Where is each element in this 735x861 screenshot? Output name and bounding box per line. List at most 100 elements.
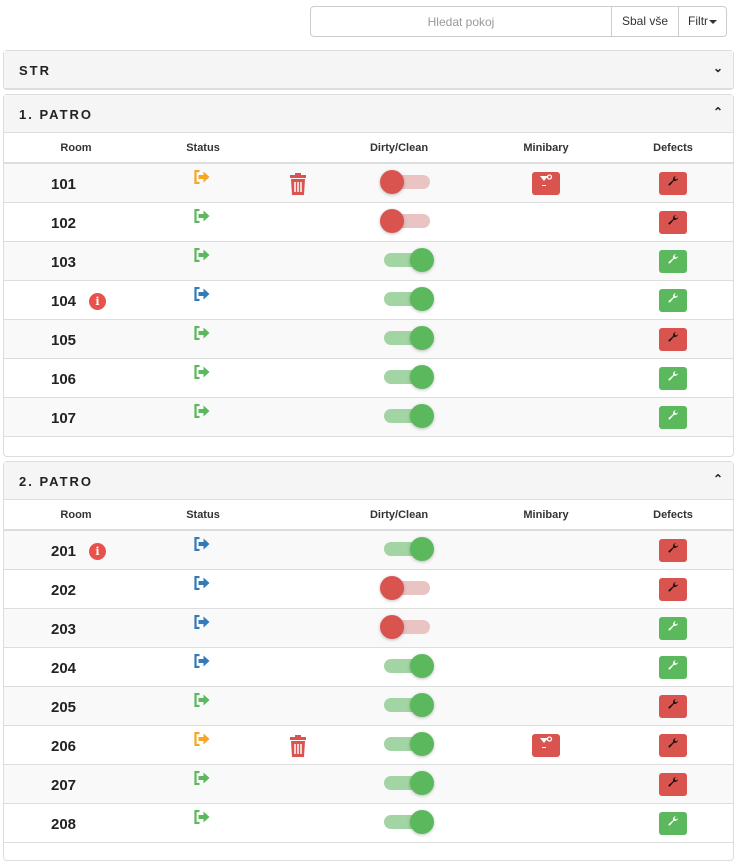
dirty-clean-toggle[interactable]: [380, 574, 430, 602]
defects-button[interactable]: [659, 367, 687, 390]
dirty-clean-toggle[interactable]: [384, 652, 434, 680]
wrench-icon: [667, 410, 679, 424]
section-header[interactable]: STR ⌄: [4, 51, 733, 89]
status-exit-icon[interactable]: [194, 403, 211, 422]
col-minibar: Minibary: [523, 509, 569, 521]
status-exit-icon[interactable]: [194, 169, 211, 188]
col-defects: Defects: [653, 142, 693, 154]
status-exit-icon[interactable]: [194, 575, 211, 594]
col-room: Room: [60, 509, 92, 521]
defects-button[interactable]: [659, 695, 687, 718]
table-row[interactable]: 104 i: [4, 281, 733, 320]
table-row[interactable]: 202: [4, 570, 733, 609]
table-row[interactable]: 203: [4, 609, 733, 648]
dirty-clean-toggle[interactable]: [384, 730, 434, 758]
status-exit-icon[interactable]: [194, 809, 211, 828]
info-icon[interactable]: i: [89, 293, 106, 310]
defects-button[interactable]: [659, 812, 687, 835]
filter-dropdown-button[interactable]: Filtr: [679, 6, 728, 37]
room-number[interactable]: 106: [51, 371, 77, 388]
defects-button[interactable]: [659, 250, 687, 273]
room-number[interactable]: 104: [51, 293, 77, 310]
defects-button[interactable]: [659, 406, 687, 429]
room-number[interactable]: 203: [51, 621, 77, 638]
defects-button[interactable]: [659, 578, 687, 601]
defects-button[interactable]: [659, 773, 687, 796]
dirty-clean-toggle[interactable]: [384, 808, 434, 836]
dirty-clean-toggle[interactable]: [384, 402, 434, 430]
status-exit-icon[interactable]: [194, 614, 211, 633]
table-row[interactable]: 207: [4, 765, 733, 804]
defects-button[interactable]: [659, 656, 687, 679]
status-exit-icon[interactable]: [194, 208, 211, 227]
table-row[interactable]: 107: [4, 398, 733, 437]
table-row[interactable]: 208: [4, 804, 733, 843]
status-exit-icon[interactable]: [194, 536, 211, 555]
room-number[interactable]: 207: [51, 777, 77, 794]
dirty-clean-toggle[interactable]: [384, 324, 434, 352]
room-number[interactable]: 102: [51, 215, 77, 232]
search-input[interactable]: [310, 6, 612, 37]
table-row[interactable]: 205: [4, 687, 733, 726]
room-number[interactable]: 208: [51, 816, 77, 833]
dirty-clean-toggle[interactable]: [384, 285, 434, 313]
chevron-up-icon[interactable]: ⌃: [712, 472, 723, 486]
dirty-clean-toggle[interactable]: [384, 246, 434, 274]
defects-button[interactable]: [659, 539, 687, 562]
dirty-clean-toggle[interactable]: [384, 363, 434, 391]
status-exit-icon[interactable]: [194, 770, 211, 789]
status-exit-icon[interactable]: [194, 247, 211, 266]
chevron-up-icon[interactable]: ⌃: [712, 105, 723, 119]
room-number[interactable]: 204: [51, 660, 77, 677]
dirty-clean-toggle[interactable]: [384, 769, 434, 797]
dirty-clean-toggle[interactable]: [380, 168, 430, 196]
status-exit-icon[interactable]: [194, 325, 211, 344]
col-dirty-clean: Dirty/Clean: [369, 509, 429, 521]
defects-button[interactable]: [659, 617, 687, 640]
defects-button[interactable]: [659, 211, 687, 234]
room-number[interactable]: 205: [51, 699, 77, 716]
table-row[interactable]: 206: [4, 726, 733, 765]
room-number[interactable]: 103: [51, 254, 77, 271]
table-row[interactable]: 106: [4, 359, 733, 398]
room-number[interactable]: 206: [51, 738, 77, 755]
status-exit-icon[interactable]: [194, 286, 211, 305]
table-row[interactable]: 103: [4, 242, 733, 281]
info-icon[interactable]: i: [89, 543, 106, 560]
room-number[interactable]: 202: [51, 582, 77, 599]
table-row[interactable]: 102: [4, 203, 733, 242]
minibar-button[interactable]: [532, 734, 560, 757]
trash-icon[interactable]: [289, 173, 307, 200]
room-number[interactable]: 101: [51, 176, 77, 193]
wrench-icon: [667, 816, 679, 830]
section-title: 1. PATRO: [19, 107, 94, 122]
table-row[interactable]: 105: [4, 320, 733, 359]
status-exit-icon[interactable]: [194, 731, 211, 750]
filter-label: Filtr: [688, 14, 709, 28]
status-exit-icon[interactable]: [194, 364, 211, 383]
collapse-all-button[interactable]: Sbal vše: [612, 6, 680, 37]
table-row[interactable]: 201 i: [4, 531, 733, 570]
room-number[interactable]: 107: [51, 410, 77, 427]
dirty-clean-toggle[interactable]: [384, 535, 434, 563]
room-number[interactable]: 201: [51, 543, 77, 560]
defects-button[interactable]: [659, 328, 687, 351]
defects-button[interactable]: [659, 172, 687, 195]
dirty-clean-toggle[interactable]: [384, 691, 434, 719]
chevron-down-icon[interactable]: ⌄: [712, 61, 723, 75]
dirty-clean-toggle[interactable]: [380, 207, 430, 235]
minibar-button[interactable]: [532, 172, 560, 195]
status-exit-icon[interactable]: [194, 653, 211, 672]
section-header[interactable]: 1. PATRO ⌃: [4, 95, 733, 133]
defects-button[interactable]: [659, 734, 687, 757]
room-number[interactable]: 105: [51, 332, 77, 349]
status-exit-icon[interactable]: [194, 692, 211, 711]
cocktail-icon: [539, 736, 553, 752]
dirty-clean-toggle[interactable]: [380, 613, 430, 641]
defects-button[interactable]: [659, 289, 687, 312]
table-row[interactable]: 204: [4, 648, 733, 687]
table-row[interactable]: 101: [4, 164, 733, 203]
col-minibar: Minibary: [523, 142, 569, 154]
trash-icon[interactable]: [289, 735, 307, 762]
section-header[interactable]: 2. PATRO ⌃: [4, 462, 733, 500]
